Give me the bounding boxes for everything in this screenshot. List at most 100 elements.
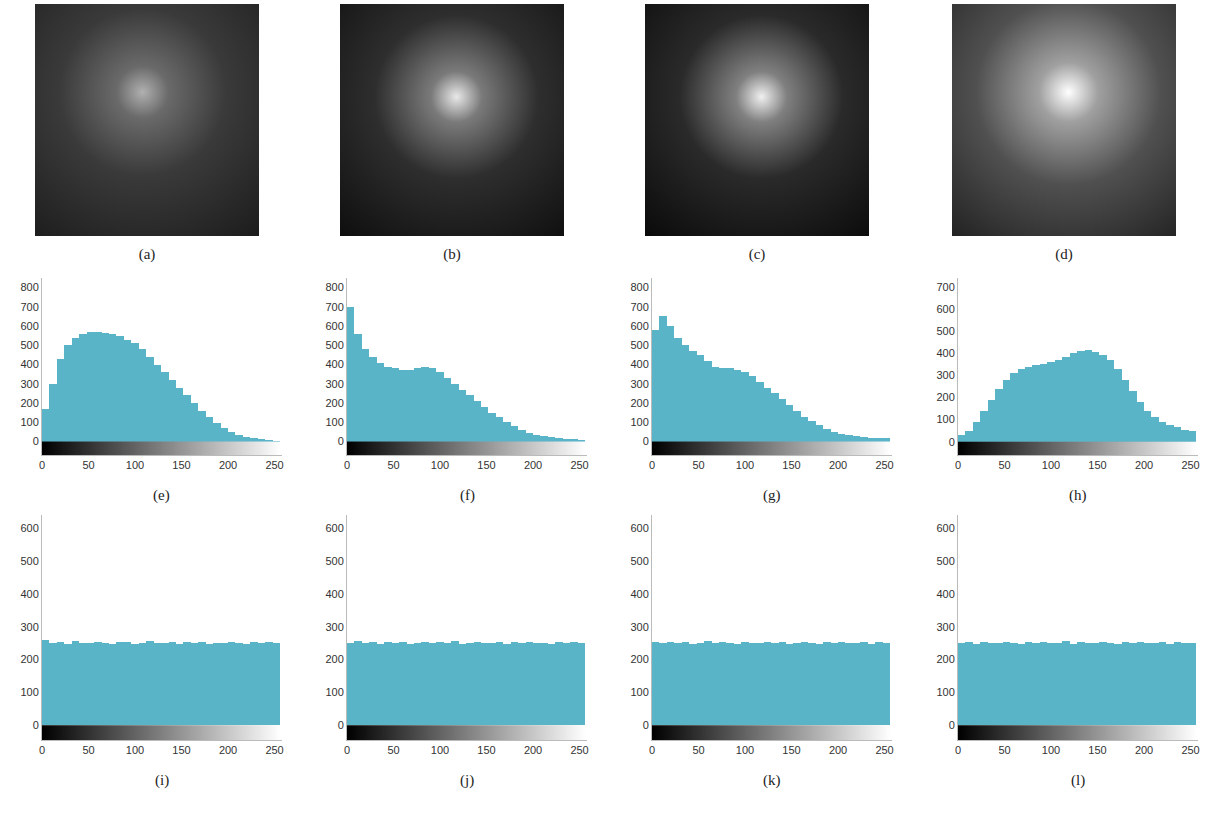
svg-text:50: 50 xyxy=(692,744,704,756)
svg-text:300: 300 xyxy=(325,378,343,390)
svg-text:(l): (l) xyxy=(1071,772,1085,789)
svg-text:100: 100 xyxy=(736,459,754,471)
svg-text:250: 250 xyxy=(1181,744,1199,756)
svg-text:0: 0 xyxy=(643,435,649,447)
svg-text:500: 500 xyxy=(936,555,954,567)
svg-text:0: 0 xyxy=(955,459,961,471)
svg-text:200: 200 xyxy=(524,459,542,471)
svg-text:700: 700 xyxy=(325,301,343,313)
svg-text:700: 700 xyxy=(20,301,38,313)
svg-text:100: 100 xyxy=(1042,744,1060,756)
svg-text:200: 200 xyxy=(325,397,343,409)
svg-text:100: 100 xyxy=(20,416,38,428)
svg-text:400: 400 xyxy=(630,358,648,370)
svg-text:0: 0 xyxy=(344,744,350,756)
svg-text:0: 0 xyxy=(338,435,344,447)
svg-text:200: 200 xyxy=(219,459,237,471)
svg-text:400: 400 xyxy=(936,347,954,359)
svg-text:600: 600 xyxy=(630,320,648,332)
svg-text:200: 200 xyxy=(20,397,38,409)
svg-text:100: 100 xyxy=(936,413,954,425)
svg-text:200: 200 xyxy=(630,653,648,665)
svg-text:500: 500 xyxy=(936,325,954,337)
svg-text:400: 400 xyxy=(936,588,954,600)
svg-text:0: 0 xyxy=(643,719,649,731)
svg-text:0: 0 xyxy=(949,719,955,731)
svg-text:(j): (j) xyxy=(460,772,474,789)
svg-text:400: 400 xyxy=(325,358,343,370)
svg-text:600: 600 xyxy=(20,522,38,534)
svg-text:100: 100 xyxy=(736,744,754,756)
svg-text:200: 200 xyxy=(219,744,237,756)
svg-text:200: 200 xyxy=(829,744,847,756)
svg-text:(h): (h) xyxy=(1069,487,1087,504)
svg-text:50: 50 xyxy=(387,744,399,756)
svg-text:0: 0 xyxy=(39,459,45,471)
svg-text:0: 0 xyxy=(33,435,39,447)
svg-text:400: 400 xyxy=(20,588,38,600)
svg-text:250: 250 xyxy=(570,459,588,471)
svg-text:50: 50 xyxy=(387,459,399,471)
svg-text:700: 700 xyxy=(630,301,648,313)
svg-text:100: 100 xyxy=(325,686,343,698)
svg-text:200: 200 xyxy=(936,391,954,403)
svg-text:500: 500 xyxy=(20,339,38,351)
svg-text:150: 150 xyxy=(477,459,495,471)
svg-text:100: 100 xyxy=(630,686,648,698)
svg-text:0: 0 xyxy=(338,719,344,731)
svg-text:100: 100 xyxy=(630,416,648,428)
svg-text:600: 600 xyxy=(936,303,954,315)
svg-text:400: 400 xyxy=(325,588,343,600)
svg-text:600: 600 xyxy=(325,320,343,332)
svg-text:50: 50 xyxy=(998,744,1010,756)
svg-text:(k): (k) xyxy=(763,772,781,789)
svg-text:800: 800 xyxy=(20,281,38,293)
svg-text:300: 300 xyxy=(630,621,648,633)
svg-text:(f): (f) xyxy=(460,487,475,504)
svg-text:500: 500 xyxy=(630,555,648,567)
svg-text:500: 500 xyxy=(20,555,38,567)
svg-text:200: 200 xyxy=(630,397,648,409)
svg-text:100: 100 xyxy=(126,459,144,471)
svg-text:0: 0 xyxy=(39,744,45,756)
svg-text:300: 300 xyxy=(20,621,38,633)
svg-text:300: 300 xyxy=(630,378,648,390)
svg-text:700: 700 xyxy=(936,281,954,293)
svg-text:0: 0 xyxy=(33,719,39,731)
svg-text:150: 150 xyxy=(1088,744,1106,756)
svg-text:0: 0 xyxy=(649,459,655,471)
svg-text:0: 0 xyxy=(649,744,655,756)
svg-text:0: 0 xyxy=(949,436,955,448)
svg-text:300: 300 xyxy=(936,621,954,633)
svg-text:500: 500 xyxy=(325,555,343,567)
svg-text:100: 100 xyxy=(936,686,954,698)
svg-text:100: 100 xyxy=(20,686,38,698)
svg-text:(i): (i) xyxy=(155,772,169,789)
svg-text:400: 400 xyxy=(20,358,38,370)
svg-text:250: 250 xyxy=(265,459,283,471)
svg-text:200: 200 xyxy=(524,744,542,756)
svg-text:200: 200 xyxy=(20,653,38,665)
svg-text:600: 600 xyxy=(325,522,343,534)
svg-text:300: 300 xyxy=(20,378,38,390)
svg-text:200: 200 xyxy=(1135,744,1153,756)
svg-text:800: 800 xyxy=(325,281,343,293)
svg-text:0: 0 xyxy=(344,459,350,471)
svg-text:400: 400 xyxy=(630,588,648,600)
svg-text:500: 500 xyxy=(630,339,648,351)
svg-text:250: 250 xyxy=(875,744,893,756)
svg-text:150: 150 xyxy=(172,459,190,471)
svg-text:250: 250 xyxy=(875,459,893,471)
svg-text:600: 600 xyxy=(20,320,38,332)
svg-text:100: 100 xyxy=(1042,459,1060,471)
svg-text:200: 200 xyxy=(1135,459,1153,471)
svg-text:200: 200 xyxy=(936,653,954,665)
svg-text:300: 300 xyxy=(936,369,954,381)
svg-text:500: 500 xyxy=(325,339,343,351)
svg-text:50: 50 xyxy=(998,459,1010,471)
svg-text:50: 50 xyxy=(82,744,94,756)
svg-text:150: 150 xyxy=(782,459,800,471)
svg-text:50: 50 xyxy=(82,459,94,471)
svg-text:600: 600 xyxy=(936,522,954,534)
svg-text:150: 150 xyxy=(1088,459,1106,471)
